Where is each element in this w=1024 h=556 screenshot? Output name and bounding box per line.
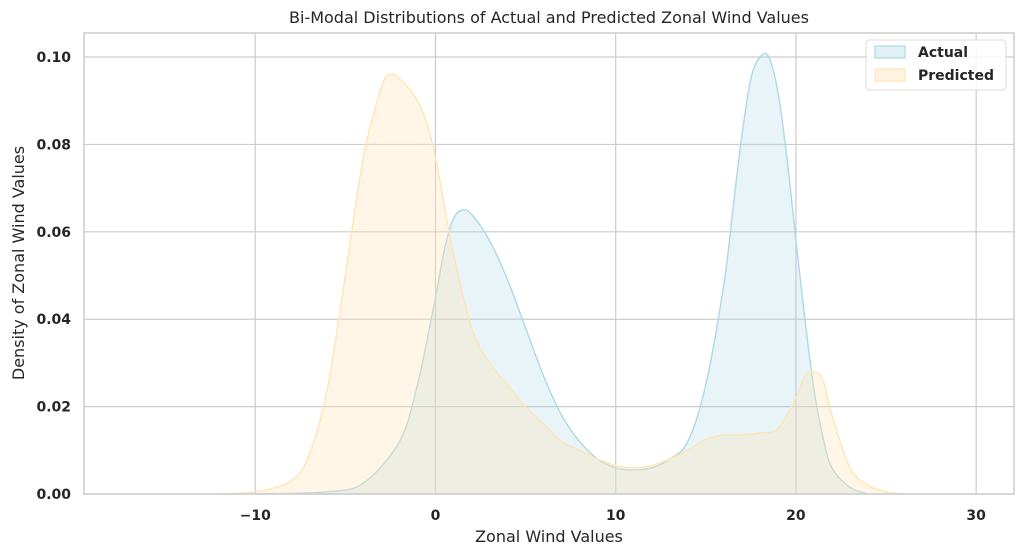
legend-swatch-actual [874, 45, 906, 59]
legend-label-predicted: Predicted [918, 68, 994, 84]
y-axis-label: Density of Zonal Wind Values [9, 146, 28, 380]
predicted-line [219, 73, 905, 495]
x-tick-label: −10 [240, 508, 271, 524]
actual-area [255, 53, 869, 494]
legend-label-actual: Actual [918, 45, 968, 61]
x-tick-label: 30 [966, 508, 986, 524]
y-tick-label: 0.10 [36, 50, 71, 66]
x-tick-label: 0 [431, 508, 441, 524]
x-axis-label: Zonal Wind Values [475, 527, 623, 546]
y-tick-label: 0.06 [36, 225, 71, 241]
x-tick-label: 10 [606, 508, 626, 524]
x-tick-label: 20 [786, 508, 806, 524]
predicted-area [219, 74, 905, 494]
legend: Actual Predicted [865, 39, 1007, 91]
plot-area [219, 52, 905, 495]
y-tick-label: 0.00 [36, 487, 71, 503]
plot-frame [83, 32, 1015, 495]
chart-title: Bi-Modal Distributions of Actual and Pre… [289, 8, 809, 27]
legend-swatch-predicted [874, 68, 906, 82]
legend-box [865, 39, 1007, 91]
x-axis-ticks: −10 0 10 20 30 [240, 508, 987, 524]
y-tick-label: 0.02 [36, 400, 71, 416]
y-tick-label: 0.04 [36, 312, 71, 328]
y-axis-ticks: 0.00 0.02 0.04 0.06 0.08 0.10 [36, 50, 71, 503]
y-tick-label: 0.08 [36, 137, 71, 153]
actual-line [255, 52, 869, 495]
